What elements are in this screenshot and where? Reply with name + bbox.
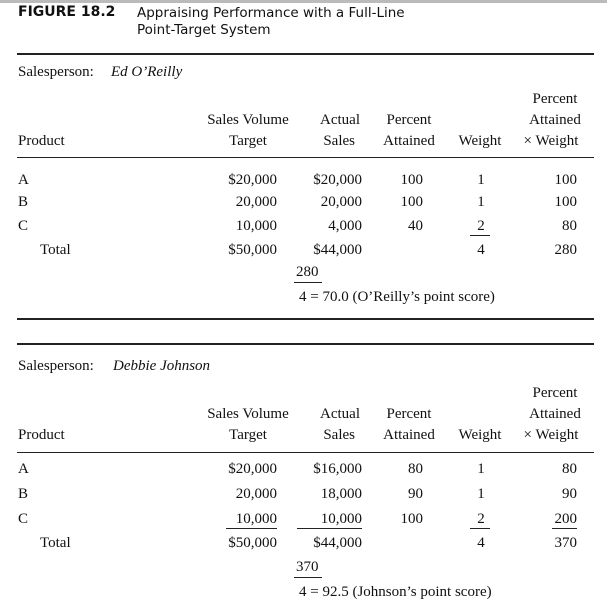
underline-rule (552, 528, 577, 530)
header-percent-x-weight: Attained (529, 406, 581, 422)
header-product: Product (18, 427, 65, 443)
header-percent-attained: Percent (386, 406, 432, 422)
row-percent-attained: 100 (400, 511, 424, 527)
rule (17, 343, 594, 345)
header-actual: Actual (320, 112, 360, 128)
salesperson-name: Debbie Johnson (113, 358, 211, 374)
total-label: Total (40, 535, 71, 551)
row-percent-attained: 80 (408, 461, 423, 477)
row-target: 10,000 (235, 218, 277, 234)
row-percent-attained: 100 (400, 194, 424, 210)
header-percent-attained: Attained (383, 427, 435, 443)
row-product: C (18, 218, 29, 234)
row-product: C (18, 511, 29, 527)
score-result: 4 = 92.5 (Johnson’s point score) (299, 584, 492, 600)
row-percent-x-weight: 200 (554, 511, 578, 527)
row-percent-x-weight: 80 (562, 461, 577, 477)
header-percent-x-weight: Attained (529, 112, 581, 128)
header-target: Sales Volume (207, 406, 289, 422)
underline-rule (17, 452, 594, 454)
salesperson-label: Salesperson: (18, 358, 94, 374)
row-percent-attained: 100 (400, 172, 424, 188)
salesperson-label: Salesperson: (18, 64, 94, 80)
total-actual: $44,000 (313, 535, 362, 551)
row-weight: 1 (477, 194, 485, 210)
header-target: Target (229, 133, 267, 149)
row-target: 20,000 (235, 194, 277, 210)
row-target: 20,000 (235, 486, 277, 502)
salesperson-name: Ed O’Reilly (111, 64, 183, 80)
rule (17, 53, 594, 55)
header-percent-x-weight: Percent (532, 385, 578, 401)
underline-rule (226, 528, 277, 530)
row-target: $20,000 (228, 172, 277, 188)
row-weight: 2 (477, 511, 485, 527)
row-actual: 20,000 (320, 194, 362, 210)
section-johnson: Salesperson: Debbie Johnson Product Sales V… (0, 354, 607, 607)
row-weight: 1 (477, 172, 485, 188)
header-percent-x-weight: × Weight (523, 427, 579, 443)
row-weight: 1 (477, 486, 485, 502)
total-percent-x-weight: 370 (554, 535, 578, 551)
header-percent-attained: Percent (386, 112, 432, 128)
row-actual: $20,000 (313, 172, 362, 188)
header-actual: Actual (320, 406, 360, 422)
underline-rule (470, 528, 490, 530)
total-weight: 4 (477, 242, 485, 258)
header-target: Sales Volume (207, 112, 289, 128)
underline-rule (297, 528, 362, 530)
row-percent-x-weight: 100 (554, 172, 578, 188)
underline-rule (294, 577, 322, 579)
header-percent-x-weight: Percent (532, 91, 578, 107)
section-oreilly: Salesperson: Ed O’Reilly Product Sales Volu… (0, 60, 607, 320)
total-label: Total (40, 242, 71, 258)
row-weight: 2 (477, 218, 485, 234)
total-target: $50,000 (228, 242, 277, 258)
row-target: $20,000 (228, 461, 277, 477)
header-actual: Sales (323, 133, 355, 149)
top-border (0, 0, 607, 3)
row-actual: 10,000 (320, 511, 362, 527)
header-weight: Weight (458, 427, 502, 443)
total-percent-x-weight: 280 (554, 242, 578, 258)
row-actual: $16,000 (313, 461, 362, 477)
figure-title-line1: Appraising Performance with a Full-Line (137, 5, 405, 21)
row-percent-attained: 90 (408, 486, 423, 502)
header-percent-x-weight: × Weight (523, 133, 579, 149)
row-percent-x-weight: 90 (562, 486, 577, 502)
score-result: 4 = 70.0 (O’Reilly’s point score) (299, 289, 495, 305)
row-percent-x-weight: 100 (554, 194, 578, 210)
score-numerator: 370 (296, 559, 319, 575)
total-target: $50,000 (228, 535, 277, 551)
header-target: Target (229, 427, 267, 443)
score-numerator: 280 (296, 264, 319, 280)
row-product: B (18, 194, 29, 210)
total-weight: 4 (477, 535, 485, 551)
row-target: 10,000 (235, 511, 277, 527)
row-product: A (18, 461, 29, 477)
figure-title-line2: Point-Target System (137, 22, 271, 38)
row-product: B (18, 486, 29, 502)
row-actual: 4,000 (328, 218, 362, 234)
header-product: Product (18, 133, 65, 149)
row-product: A (18, 172, 29, 188)
figure-label: FIGURE 18.2 (18, 4, 116, 20)
row-weight: 1 (477, 461, 485, 477)
row-percent-x-weight: 80 (562, 218, 577, 234)
rule (17, 318, 594, 320)
header-actual: Sales (323, 427, 355, 443)
header-percent-attained: Attained (383, 133, 435, 149)
row-percent-attained: 40 (408, 218, 423, 234)
header-weight: Weight (458, 133, 502, 149)
underline-rule (470, 235, 490, 237)
total-actual: $44,000 (313, 242, 362, 258)
row-actual: 18,000 (320, 486, 362, 502)
underline-rule (17, 157, 594, 159)
underline-rule (294, 282, 322, 284)
